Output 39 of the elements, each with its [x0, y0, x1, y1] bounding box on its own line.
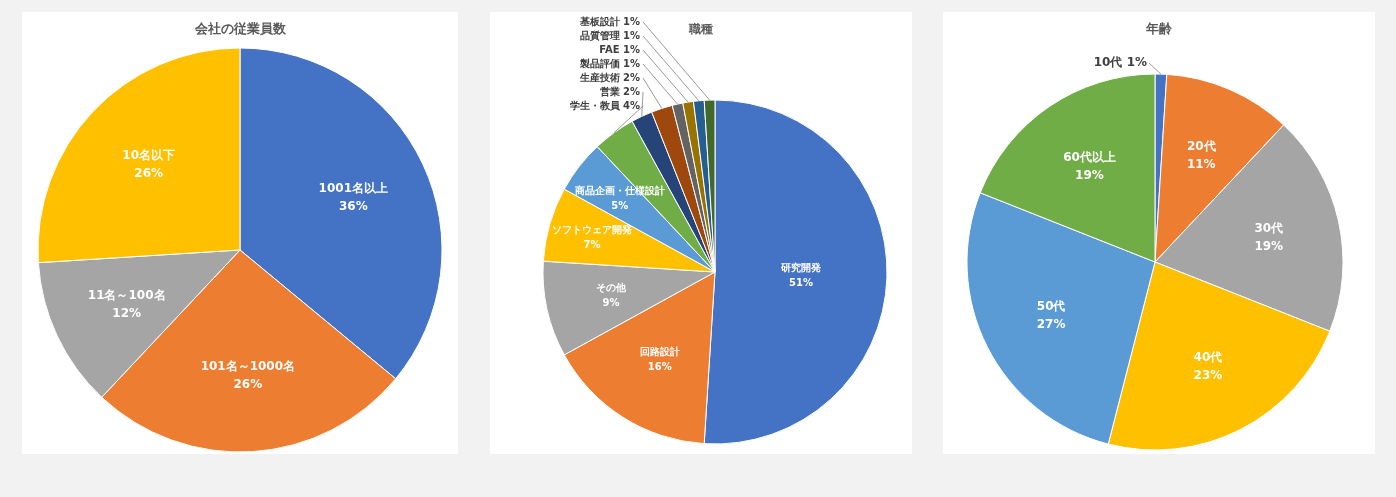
slice-label: 営業 2%	[599, 86, 640, 97]
slice-label: 11名～100名	[87, 287, 166, 302]
slice-label: 50代	[1036, 299, 1066, 314]
chart-title: 会社の従業員数	[193, 21, 287, 36]
data-label: 51%	[788, 276, 813, 288]
slice-label: 1001名以上	[318, 180, 389, 195]
slice-label: 製品評価 1%	[578, 58, 640, 69]
slice-label: 40代	[1193, 350, 1223, 365]
slice-label: ソフトウェア開発	[552, 224, 634, 236]
slice-label: 10名以下	[122, 148, 176, 163]
slice-label: 60代以上	[1063, 149, 1116, 164]
slice-label: 生産技術 2%	[578, 72, 640, 83]
data-label: 26%	[233, 377, 263, 392]
data-label: 12%	[112, 305, 142, 320]
data-label: 16%	[647, 361, 672, 373]
slice-label: 10代 1%	[1093, 55, 1147, 69]
data-label: 26%	[134, 166, 164, 181]
slice-label: 学生・教員 4%	[569, 100, 640, 111]
data-label: 11%	[1186, 157, 1216, 172]
chart-title: 年齢	[1145, 21, 1173, 36]
data-label: 7%	[583, 239, 601, 251]
data-label: 5%	[611, 200, 629, 212]
slice-label: 20代	[1186, 139, 1216, 154]
slice-label: 基板設計 1%	[578, 16, 640, 27]
slice-label: その他	[595, 282, 627, 294]
text: 職種	[688, 22, 713, 36]
slice-label: 品質管理 1%	[579, 30, 640, 42]
slice-label: 30代	[1254, 220, 1284, 235]
slice-label: 研究開発	[779, 261, 822, 273]
slice-label: 101名～1000名	[200, 359, 296, 374]
slice-label: 商品企画・仕様設計	[573, 185, 665, 197]
data-label: 9%	[602, 297, 620, 309]
data-label: 19%	[1254, 238, 1284, 253]
data-label: 23%	[1193, 368, 1223, 383]
slice-label: FAE 1%	[599, 44, 640, 55]
data-label: 19%	[1075, 167, 1104, 182]
slice-label: 回路設計	[639, 346, 680, 358]
data-label: 36%	[338, 198, 368, 213]
data-label: 27%	[1036, 317, 1066, 332]
